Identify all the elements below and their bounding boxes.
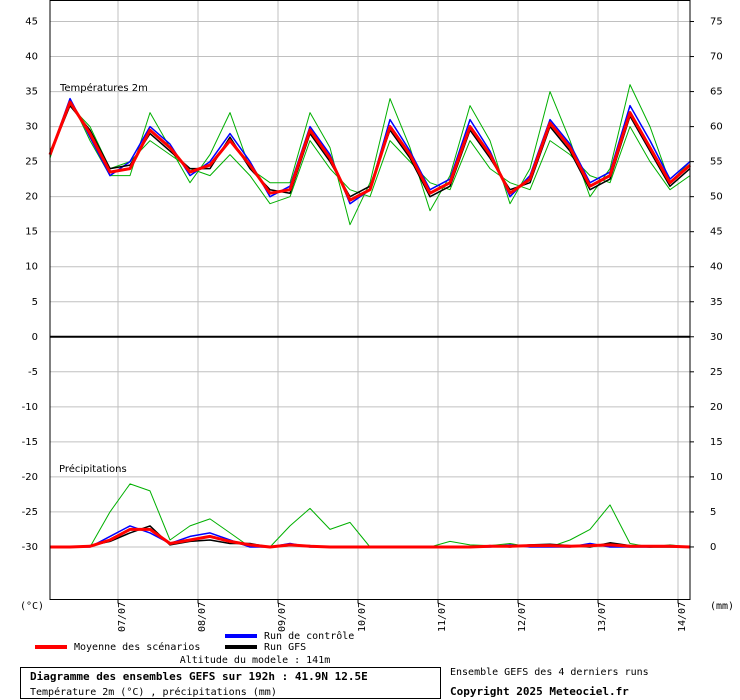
y-tick-label: 30 — [25, 122, 38, 133]
y2-tick-label: 5 — [710, 507, 716, 518]
footer-runs: Ensemble GEFS des 4 derniers runs — [450, 667, 649, 678]
y-tick-label: 40 — [25, 52, 38, 63]
y-tick-label: -25 — [22, 507, 38, 518]
copyright: Copyright 2025 Meteociel.fr — [450, 685, 629, 698]
y2-tick-label: 65 — [710, 87, 723, 98]
y-tick-label: 10 — [25, 262, 38, 273]
y2-tick-label: 45 — [710, 227, 723, 238]
y-tick-label: -5 — [28, 367, 38, 378]
y2-tick-label: 50 — [710, 192, 723, 203]
x-tick-label: 11/07 — [437, 602, 448, 632]
plot-frame — [49, 0, 691, 600]
y2-tick-label: 40 — [710, 262, 723, 273]
x-tick-label: 14/07 — [677, 602, 688, 632]
x-tick-label: 09/07 — [277, 602, 288, 632]
series-line — [48, 100, 691, 202]
y2-tick-label: 70 — [710, 52, 723, 63]
legend-label: Moyenne des scénarios — [74, 641, 200, 653]
y2-tick-label: 30 — [710, 332, 723, 343]
y2-tick-label: 35 — [710, 297, 723, 308]
panel-label: Températures 2m — [59, 82, 148, 94]
x-tick-label: 08/07 — [197, 602, 208, 632]
y-tick-label: 25 — [25, 157, 38, 168]
legend-label: Run GFS — [264, 642, 306, 653]
series-line — [50, 527, 691, 549]
y2-axis-label: (mm) — [710, 601, 734, 612]
footer-subtitle: Température 2m (°C) , précipitations (mm… — [30, 686, 277, 698]
x-tick-label: 10/07 — [357, 602, 368, 632]
y-tick-label: 20 — [25, 192, 38, 203]
y-tick-label: 0 — [32, 332, 38, 343]
lines — [48, 84, 691, 549]
y-axis-label: (°C) — [20, 601, 44, 612]
y-tick-label: -15 — [22, 437, 38, 448]
x-tick-label: 12/07 — [517, 602, 528, 632]
y2-tick-label: 25 — [710, 367, 723, 378]
y2-tick-label: 20 — [710, 402, 723, 413]
y-tick-label: 15 — [25, 227, 38, 238]
y2-tick-label: 0 — [710, 542, 716, 553]
y-tick-label: 5 — [32, 297, 38, 308]
x-tick-label: 07/07 — [117, 602, 128, 632]
y-tick-label: -30 — [22, 542, 38, 553]
y2-tick-label: 55 — [710, 157, 723, 168]
altitude: Altitude du modele : 141m — [180, 655, 331, 666]
y2-tick-label: 60 — [710, 122, 723, 133]
y-tick-label: -10 — [22, 402, 38, 413]
y-tick-label: 45 — [25, 17, 38, 28]
panel-label: Précipitations — [59, 463, 127, 475]
y2-tick-label: 10 — [710, 472, 723, 483]
y2-tick-label: 75 — [710, 17, 723, 28]
y-tick-label: -20 — [22, 472, 38, 483]
y2-tick-label: 15 — [710, 437, 723, 448]
legend-label: Run de contrôle — [264, 630, 354, 642]
footer-title: Diagramme des ensembles GEFS sur 192h : … — [30, 670, 368, 683]
x-tick-label: 13/07 — [597, 602, 608, 632]
grid — [50, 0, 690, 600]
y-tick-label: 35 — [25, 87, 38, 98]
footer-box — [20, 667, 441, 699]
